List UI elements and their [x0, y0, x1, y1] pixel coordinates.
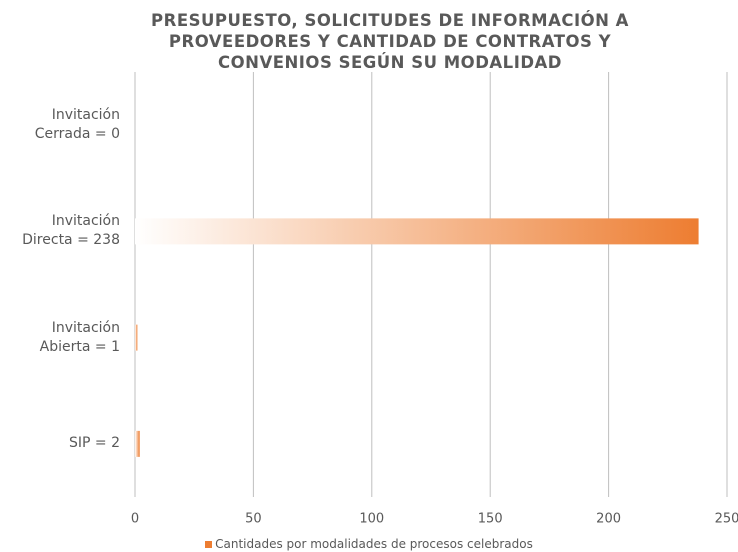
x-tick-label: 150 — [478, 512, 503, 527]
chart-title: PRESUPUESTO, SOLICITUDES DE INFORMACIÓN … — [151, 11, 629, 72]
x-tick-label: 250 — [715, 512, 738, 527]
x-tick-label: 200 — [596, 512, 621, 527]
x-tick-label: 50 — [245, 512, 262, 527]
bar — [135, 430, 140, 457]
y-tick-label: Invitación Cerrada = 0 — [34, 107, 120, 143]
legend-swatch — [205, 541, 213, 548]
legend: Cantidades por modalidades de procesos c… — [0, 537, 738, 551]
y-tick-label: SIP = 2 — [69, 435, 120, 452]
x-tick-label: 0 — [131, 512, 139, 527]
legend-label: Cantidades por modalidades de procesos c… — [215, 537, 533, 551]
bar — [135, 324, 138, 351]
x-tick-label: 100 — [359, 512, 384, 527]
bar — [135, 218, 699, 245]
y-tick-label: Invitación Abierta = 1 — [39, 319, 120, 355]
y-tick-label: Invitación Directa = 238 — [22, 213, 120, 249]
